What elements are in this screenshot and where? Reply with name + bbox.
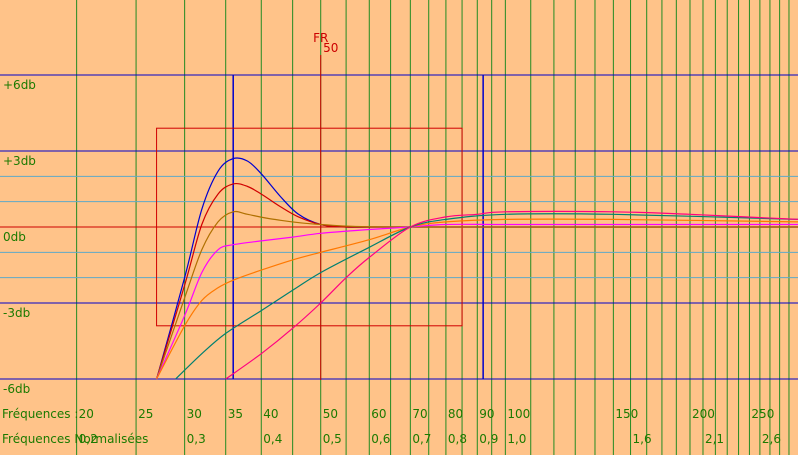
frequency-tick-label: 35 — [228, 407, 243, 421]
normalized-tick-label: 1,6 — [633, 432, 652, 446]
normalized-tick-label: 0,5 — [323, 432, 342, 446]
normalized-tick-label: 0,7 — [412, 432, 431, 446]
normalized-tick-label: 0,4 — [263, 432, 282, 446]
y-tick-label: 0db — [3, 230, 26, 244]
normalized-tick-label: 0,9 — [479, 432, 498, 446]
normalized-tick-label: 0,3 — [187, 432, 206, 446]
response-curve — [225, 210, 798, 380]
y-tick-label: +3db — [3, 154, 36, 168]
normalized-tick-label: 0,2 — [79, 432, 98, 446]
frequencies-row-label: Fréquences : — [2, 407, 78, 421]
fr-value: 50 — [323, 41, 338, 55]
frequency-tick-label: 150 — [615, 407, 638, 421]
frequency-tick-label: 30 — [187, 407, 202, 421]
frequency-tick-label: 40 — [263, 407, 278, 421]
frequency-tick-label: 20 — [79, 407, 94, 421]
normalized-tick-label: 0,8 — [448, 432, 467, 446]
frequency-tick-label: 50 — [323, 407, 338, 421]
response-curve — [175, 213, 798, 380]
normalized-tick-label: 2,1 — [705, 432, 724, 446]
normalized-tick-label: 1,0 — [507, 432, 526, 446]
frequency-tick-label: 90 — [479, 407, 494, 421]
frequency-tick-label: 60 — [371, 407, 386, 421]
axis-labels: +6db +3db 0db -3db -6db Fréquences :20 25 30 35 4… — [2, 31, 781, 446]
response-curve — [156, 223, 798, 380]
response-curve — [156, 210, 798, 380]
fr-label: FR — [313, 31, 328, 45]
frequency-tick-label: 200 — [692, 407, 715, 421]
normalized-tick-label: 2,6 — [762, 432, 781, 446]
normalized-row-label: Fréquences Normalisées — [2, 432, 148, 446]
y-tick-label: -3db — [3, 306, 30, 320]
normalized-tick-label: 0,6 — [371, 432, 390, 446]
y-tick-label: +6db — [3, 78, 36, 92]
frequency-tick-label: 100 — [507, 407, 530, 421]
frequency-tick-label: 70 — [412, 407, 427, 421]
y-tick-label: -6db — [3, 382, 30, 396]
frequency-tick-label: 250 — [751, 407, 774, 421]
response-curve — [156, 218, 798, 380]
frequency-tick-label: 25 — [138, 407, 153, 421]
frequency-tick-label: 80 — [448, 407, 463, 421]
response-curves — [156, 157, 798, 380]
